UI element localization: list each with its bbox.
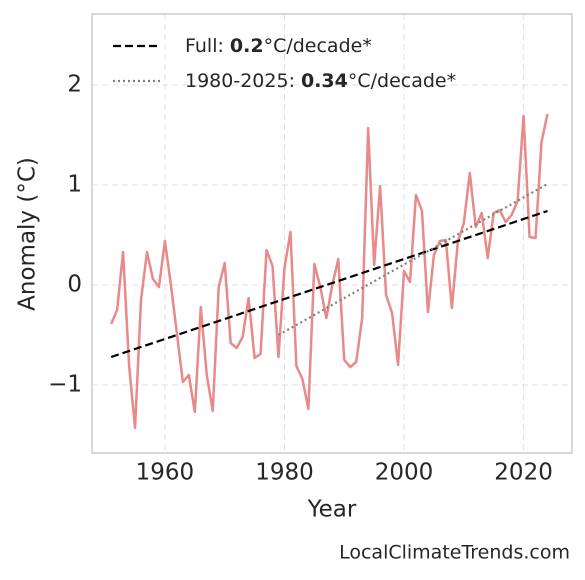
y-tick-label: −1 <box>48 372 82 398</box>
y-tick-label: 2 <box>67 72 82 98</box>
x-tick-label: 2000 <box>375 460 434 486</box>
y-axis-label: Anomaly (°C) <box>15 157 41 311</box>
x-tick-label: 1980 <box>255 460 314 486</box>
source: LocalClimateTrends.com <box>339 542 570 564</box>
trend-line <box>110 209 548 359</box>
y-tick-label: 1 <box>67 172 82 198</box>
trend-line <box>277 183 549 336</box>
legend-slope: 0.2 <box>230 35 264 57</box>
legend-slope: 0.34 <box>301 70 348 92</box>
legend-label: 1980-2025: <box>185 70 295 92</box>
legend-entry: 1980-2025: 0.34°C/decade* <box>185 70 456 92</box>
x-tick-label: 2020 <box>494 460 553 486</box>
x-tick-label: 1960 <box>136 460 195 486</box>
legend-unit: °C/decade* <box>348 70 456 92</box>
legend-label: Full: <box>185 35 224 57</box>
legend-unit: °C/decade* <box>264 35 372 57</box>
legend-entry: Full: 0.2°C/decade* <box>185 35 372 57</box>
y-tick-label: 0 <box>67 272 82 298</box>
data-line <box>109 113 549 430</box>
plot-frame <box>91 13 573 454</box>
x-axis-label: Year <box>307 497 357 523</box>
